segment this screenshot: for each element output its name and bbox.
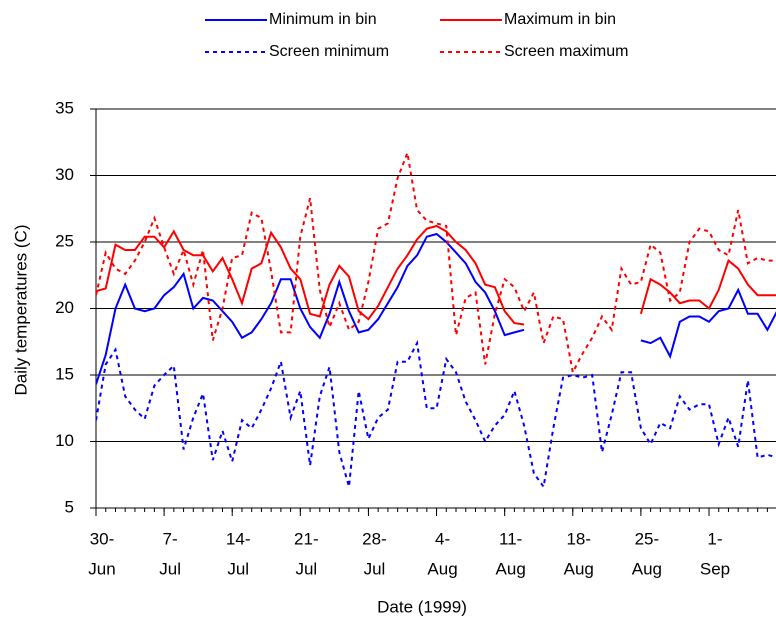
x-tick-label: 18- — [566, 529, 591, 548]
x-tick-label: Aug — [564, 559, 594, 578]
x-tick-label: Jul — [159, 559, 181, 578]
y-tick-label: 20 — [55, 298, 74, 317]
series-line — [96, 149, 776, 376]
y-tick-label: 30 — [55, 165, 74, 184]
y-tick-label: 15 — [55, 364, 74, 383]
x-tick-label: Aug — [427, 559, 457, 578]
x-tick-label: 11- — [499, 529, 522, 548]
x-tick-label: Aug — [496, 559, 526, 578]
x-tick-label: 4- — [435, 529, 450, 548]
legend-label: Maximum in bin — [504, 11, 616, 28]
series-line — [96, 224, 776, 326]
legend-label: Screen minimum — [269, 43, 389, 60]
x-tick-label: Sep — [700, 559, 730, 578]
legend-label: Minimum in bin — [269, 11, 377, 28]
x-tick-label: 1- — [707, 529, 722, 548]
series-line — [96, 339, 776, 490]
y-axis-title: Daily temperatures (C) — [11, 225, 30, 396]
y-tick-label: 25 — [55, 231, 74, 250]
y-tick-label: 35 — [55, 98, 74, 117]
x-tick-label: 7- — [163, 529, 178, 548]
legend-label: Screen maximum — [504, 43, 628, 60]
series-line — [96, 232, 776, 385]
x-tick-label: 30- — [90, 529, 115, 548]
y-tick-label: 10 — [55, 431, 74, 450]
x-tick-label: Aug — [632, 559, 662, 578]
x-tick-label: 25- — [635, 529, 660, 548]
x-tick-label: 21- — [294, 529, 319, 548]
x-tick-label: 28- — [362, 529, 387, 548]
x-tick-label: Jul — [364, 559, 386, 578]
y-tick-label: 5 — [65, 497, 74, 516]
x-tick-label: Jul — [295, 559, 317, 578]
x-tick-label: Jun — [88, 559, 115, 578]
x-tick-label: 14- — [226, 529, 251, 548]
x-tick-label: Jul — [227, 559, 249, 578]
x-axis-title: Date (1999) — [377, 597, 467, 616]
